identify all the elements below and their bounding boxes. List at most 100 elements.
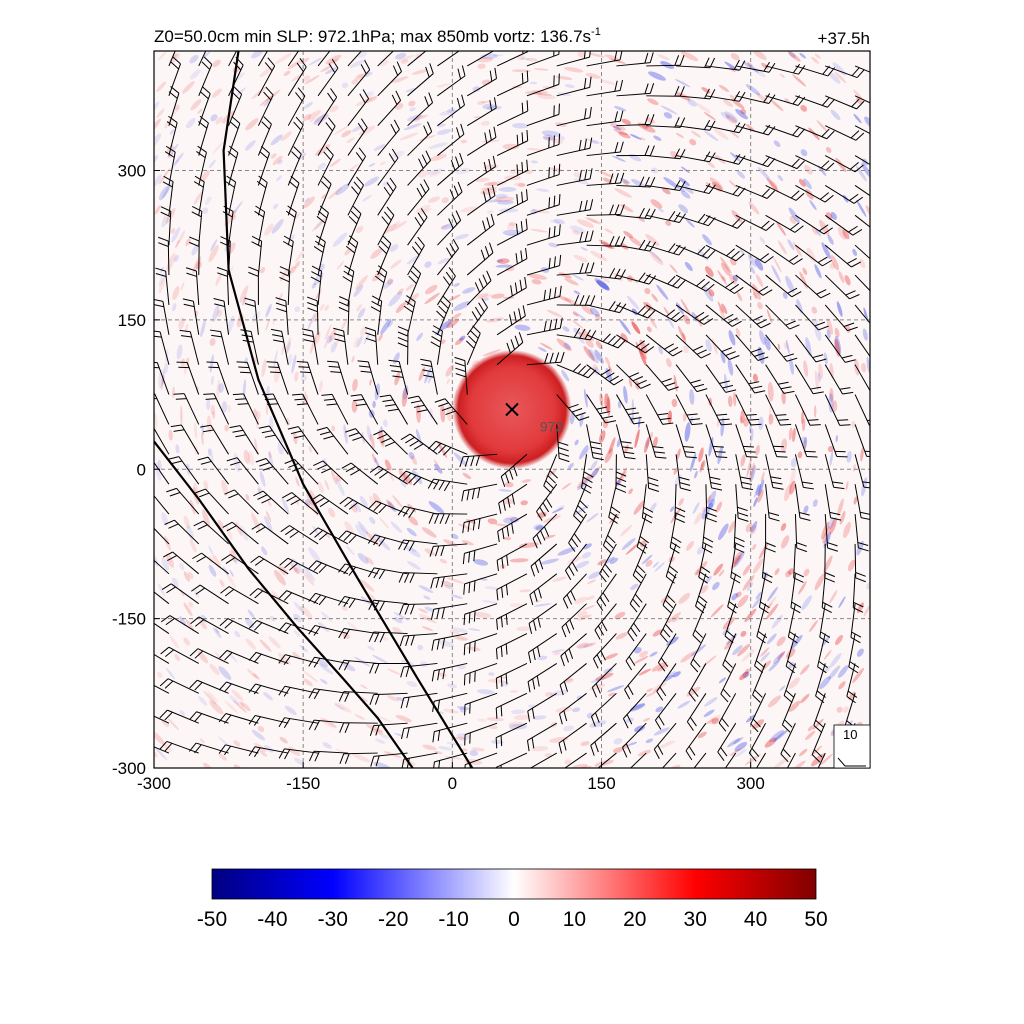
vorticity-speck [667,410,673,424]
y-tick-label: 150 [118,311,146,330]
vorticity-speck [183,602,193,617]
vorticity-speck [160,376,164,391]
vorticity-speck [179,616,187,627]
vorticity-speck [169,129,175,135]
wind-barb [591,663,617,698]
vorticity-speck [651,661,668,672]
vorticity-speck [574,596,588,604]
vorticity-speck [864,116,870,128]
vorticity-speck [387,501,397,512]
wind-barb [646,86,685,97]
vorticity-speck [189,69,201,80]
vorticity-speck [325,67,337,75]
vorticity-speck [649,431,654,439]
wind-barb [854,514,869,552]
vorticity-speck [639,650,649,658]
vorticity-speck [578,331,587,340]
vorticity-speck [735,748,747,758]
plot-field: 972 [154,51,870,768]
vorticity-speck [613,738,623,745]
vorticity-speck [259,750,268,757]
wind-barb [564,543,587,581]
wind-barb [750,693,767,733]
wind-barb [529,752,557,768]
vorticity-speck [459,335,466,341]
vorticity-speck [415,53,423,58]
vorticity-speck [171,228,176,234]
wind-barb [436,295,451,336]
wind-barb [656,663,677,701]
vorticity-speck [683,184,694,194]
vorticity-speck [393,221,401,226]
wind-barb [686,693,707,731]
vorticity-speck [239,285,249,303]
vorticity-speck [328,507,336,518]
vorticity-speck [663,112,673,119]
vorticity-speck [174,654,181,662]
wind-barb [229,425,259,455]
vorticity-speck [680,166,691,174]
wind-barb [661,752,677,768]
vorticity-speck [392,494,403,508]
vorticity-speck [661,187,671,195]
vorticity-speck [779,685,786,692]
vorticity-speck [317,481,325,494]
wind-barb [377,235,392,276]
vorticity-speck [736,292,743,302]
vorticity-speck [509,517,519,523]
vorticity-speck [760,471,765,483]
vorticity-speck [391,76,409,83]
vorticity-speck [724,640,734,650]
vorticity-speck [271,590,283,604]
vorticity-speck [203,480,209,490]
vorticity-speck [473,115,480,119]
vorticity-speck [303,670,319,683]
vorticity-speck [429,171,441,177]
vorticity-speck [751,597,762,609]
vorticity-speck [259,266,266,274]
vorticity-speck [713,563,724,576]
vorticity-speck [428,196,440,203]
vorticity-speck [351,399,358,413]
wind-barb [255,458,289,485]
vorticity-speck [264,515,273,533]
vorticity-speck [289,266,296,274]
vorticity-speck [707,490,717,506]
vorticity-speck [836,301,843,317]
wind-barb [306,296,319,335]
wind-barb [464,692,498,716]
vorticity-speck [346,621,359,631]
vorticity-speck [791,760,806,768]
vorticity-speck [553,218,565,225]
vorticity-speck [481,100,489,104]
vorticity-speck [788,568,794,575]
vorticity-speck [713,127,729,140]
wind-barb [407,150,432,186]
wind-barb [368,500,408,515]
wind-barb [645,394,674,425]
vorticity-speck [798,580,807,595]
vorticity-speck [302,113,312,122]
vorticity-speck [208,159,216,169]
vorticity-speck [335,183,350,196]
vorticity-speck [814,370,819,391]
wind-barb [463,633,498,656]
vorticity-speck [797,451,803,459]
vorticity-speck [373,761,391,768]
vorticity-speck [481,79,492,86]
vorticity-speck [629,703,646,712]
wind-barb [279,266,291,305]
vorticity-speck [551,649,566,653]
vorticity-speck [834,335,842,355]
vorticity-speck [587,579,597,585]
vorticity-speck [694,512,703,525]
vorticity-speck [440,223,454,230]
vorticity-speck [773,729,789,742]
vorticity-speck [311,218,325,232]
vorticity-speck [633,500,646,515]
vorticity-speck [410,547,417,553]
wind-barb [407,265,422,306]
vorticity-speck [784,484,792,502]
wind-barb [765,334,798,362]
vorticity-speck [838,271,845,283]
